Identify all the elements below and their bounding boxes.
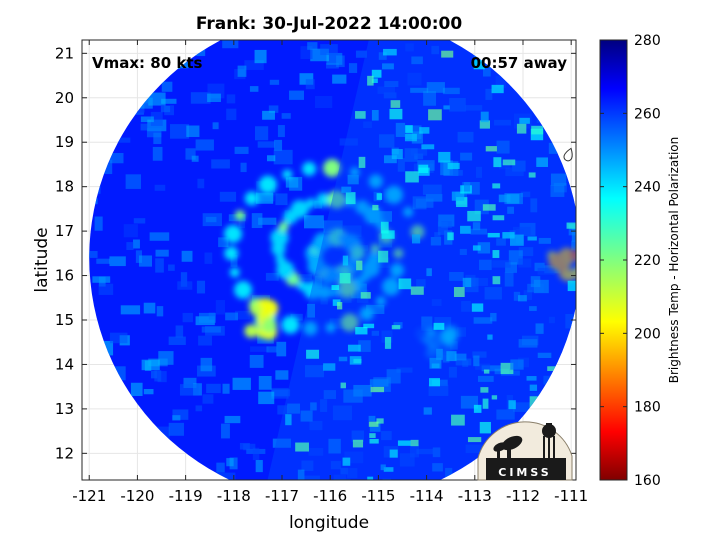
- band-cell-inner-band: [303, 281, 322, 300]
- band-cell-inner-band: [316, 192, 331, 207]
- x-tick-label: -114: [410, 487, 444, 505]
- x-tick-label: -111: [554, 487, 588, 505]
- colorbar-tick-label: 280: [634, 33, 661, 49]
- band-cell-inner-band: [290, 200, 309, 219]
- band-cell-outer-band: [244, 191, 259, 206]
- band-cell-inner-band: [270, 228, 289, 247]
- band-cell-outer-band: [281, 315, 300, 334]
- band-cell-inner-band: [276, 261, 295, 280]
- band-cell-outer-band: [224, 246, 239, 261]
- band-cell-inner-band: [370, 243, 381, 254]
- x-axis: -121 -120 -119 -118 -117 -116 -115 -114 -113 -112…: [72, 40, 588, 505]
- colorbar-tick-label: 240: [634, 180, 661, 196]
- y-tick-label: 14: [55, 355, 74, 373]
- band-cell-inner-band: [278, 221, 289, 232]
- colorbar-ticks: 160 180 200 220 240 260 280: [600, 33, 661, 489]
- x-tick-label: -119: [169, 487, 203, 505]
- band-cell-outer-band: [323, 159, 342, 178]
- y-tick-label: 15: [55, 311, 74, 329]
- spiral-bands: [224, 159, 576, 360]
- x-tick-label: -118: [217, 487, 251, 505]
- band-cell-outer-band: [234, 280, 253, 299]
- second-pass-region: [267, 40, 576, 480]
- band-cell-inner-band: [297, 280, 308, 291]
- band-cell-outer-band: [382, 277, 401, 296]
- band-cell-inner-band: [305, 198, 316, 209]
- band-cell-outer-band: [234, 210, 245, 221]
- band-cell-outer-band: [224, 224, 243, 243]
- band-cell-outer-band: [389, 263, 404, 278]
- colorbar-tick-label: 260: [634, 106, 661, 122]
- logo-text: CIMSS: [498, 466, 551, 479]
- x-tick-label: -120: [120, 487, 154, 505]
- convection-east-edge-convection: [569, 249, 576, 261]
- convection-south-band: [244, 324, 258, 338]
- chart-title: Frank: 30-Jul-2022 14:00:00: [196, 14, 463, 34]
- y-tick-label: 12: [55, 444, 74, 462]
- convection-southeast-rainband: [440, 330, 455, 344]
- y-tick-label: 18: [55, 178, 74, 196]
- band-cell-outer-band: [282, 169, 293, 180]
- convection-east-edge-convection: [563, 269, 576, 282]
- band-cell-outer-band: [359, 306, 374, 321]
- drop-icon: [563, 147, 573, 162]
- x-tick-label: -117: [265, 487, 299, 505]
- y-tick-label: 19: [55, 133, 74, 151]
- y-tick-label: 21: [55, 44, 74, 62]
- band-cell-outer-band: [229, 267, 240, 278]
- convection-southeast-rainband: [425, 347, 438, 359]
- x-tick-label: -116: [313, 487, 347, 505]
- convection-southeast-rainband: [429, 333, 443, 347]
- colorbar-tick-label: 200: [634, 326, 661, 342]
- time-away-label: 00:57 away: [471, 54, 568, 72]
- band-cell-inner-band: [327, 190, 346, 209]
- x-tick-label: -115: [361, 487, 395, 505]
- convection-south-band: [249, 303, 262, 316]
- colorbar-tick-label: 180: [634, 400, 661, 416]
- y-tick-label: 13: [55, 400, 74, 418]
- band-cell-outer-band: [258, 175, 277, 194]
- microwave-swath: [89, 40, 576, 480]
- band-cell-outer-band: [375, 296, 386, 307]
- x-tick-label: -121: [72, 487, 106, 505]
- convection-east-edge-convection: [548, 252, 566, 270]
- band-cell-outer-band: [368, 174, 383, 189]
- y-axis-label: latitude: [32, 227, 52, 292]
- band-cell-inner-band: [338, 279, 357, 298]
- band-cell-eyewall-ring: [350, 245, 365, 260]
- band-cell-outer-band: [302, 161, 317, 176]
- y-tick-label: 20: [55, 89, 74, 107]
- y-axis: 12 13 14 15 16 17 18 19 20 21: [55, 44, 576, 462]
- band-cell-inner-band: [360, 271, 371, 282]
- band-cell-outer-band: [403, 206, 414, 217]
- convection-east-edge-convection: [575, 252, 576, 262]
- x-tick-label: -113: [458, 487, 492, 505]
- x-tick-label: -112: [506, 487, 540, 505]
- y-tick-label: 17: [55, 222, 74, 240]
- y-tick-label: 16: [55, 267, 74, 285]
- band-cell-inner-band: [363, 205, 382, 224]
- convection-southeast-rainband: [415, 327, 428, 340]
- cimss-logo: CIMSS: [477, 421, 573, 481]
- colorbar-tick-label: 220: [634, 253, 661, 269]
- band-cell-inner-band: [275, 254, 286, 265]
- colorbar-tick-label: 160: [634, 473, 661, 489]
- band-cell-outer-band: [303, 321, 318, 336]
- band-cell-outer-band: [325, 322, 336, 333]
- colorbar: [599, 39, 628, 481]
- band-cell-outer-band: [340, 313, 359, 332]
- colorbar-label: Brightness Temp - Horizontal Polarizatio…: [667, 137, 681, 384]
- x-axis-label: longitude: [289, 513, 369, 533]
- band-cell-outer-band: [393, 248, 404, 259]
- convection-south-band: [261, 317, 277, 334]
- band-cell-outer-band: [384, 185, 403, 204]
- vmax-label: Vmax: 80 kts: [92, 54, 202, 72]
- axes-frame: [81, 39, 577, 481]
